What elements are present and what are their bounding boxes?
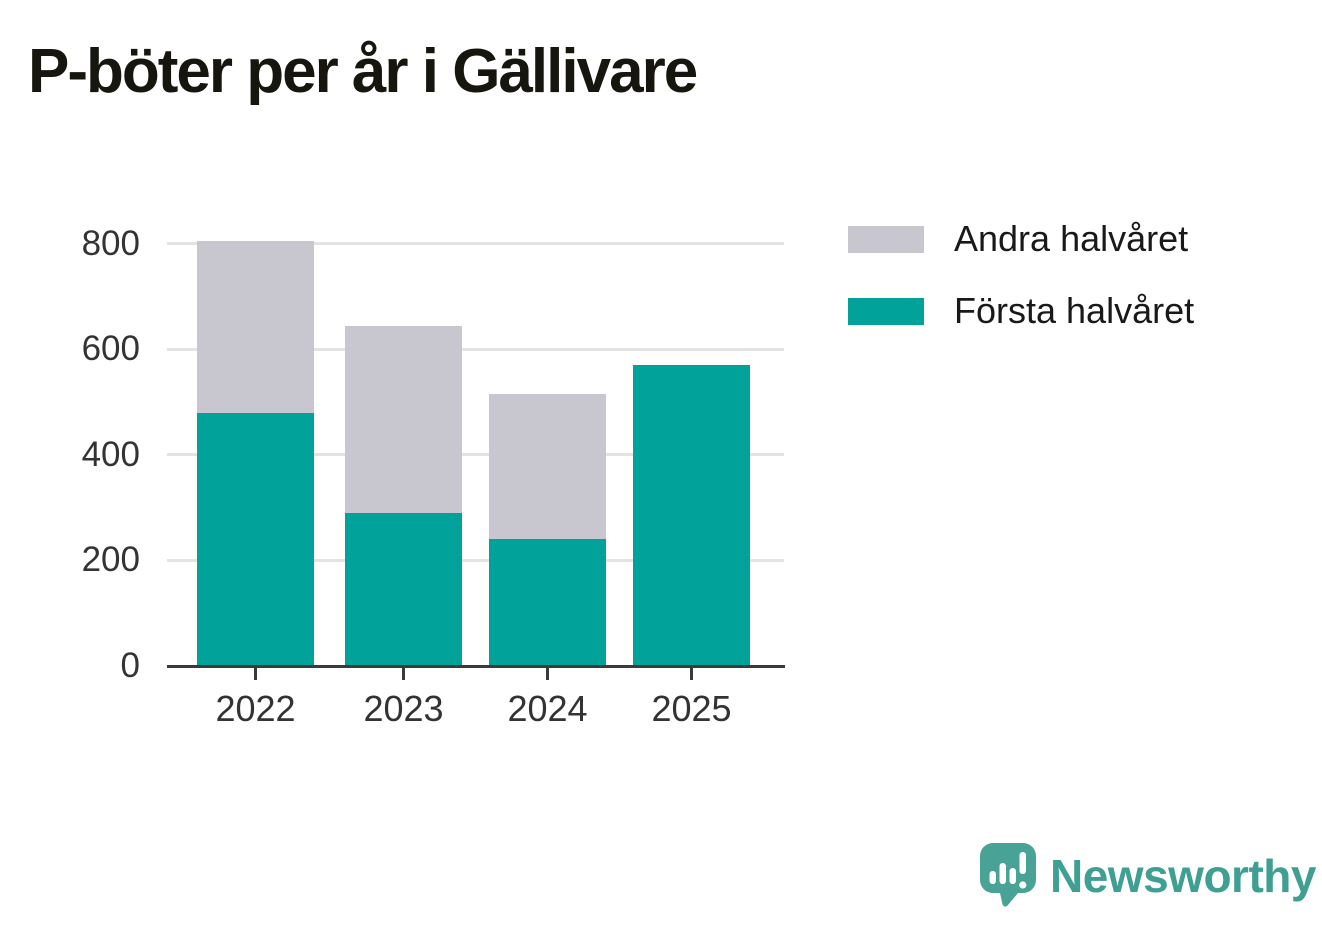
bar-2025: [633, 365, 750, 666]
bar-segment-2023-f-rsta-halv-ret: [345, 512, 462, 666]
x-tick-2025: [690, 666, 693, 680]
bar-segment-2022-f-rsta-halv-ret: [197, 412, 314, 666]
gridline-800: [167, 242, 784, 246]
bar-2022: [197, 241, 314, 666]
legend-item-andra-halvaret: Andra halvåret: [848, 218, 1194, 260]
gridline-200: [167, 558, 784, 562]
newsworthy-branding: Newsworthy: [980, 843, 1316, 909]
chart-title: P-böter per år i Gällivare: [28, 37, 698, 106]
x-tick-2023: [402, 666, 405, 680]
bar-segment-2022-andra-halv-ret: [197, 241, 314, 413]
gridline-400: [167, 453, 784, 457]
x-tick-2024: [546, 666, 549, 680]
bar-segment-2024-andra-halv-ret: [489, 394, 606, 540]
y-axis-tick-labels: 0 200 400 600 800: [55, 140, 140, 683]
y-tick-label-600: 600: [81, 329, 140, 369]
legend: Andra halvåret Första halvåret: [848, 218, 1194, 362]
x-tick-label-2025: 2025: [651, 688, 732, 729]
legend-swatch-forsta-halvaret: [848, 297, 924, 325]
x-tick-label-2023: 2023: [363, 688, 444, 729]
x-tick-2022: [254, 666, 257, 680]
gridline-600: [167, 347, 784, 351]
bar-2024: [489, 394, 606, 666]
bar-segment-2024-f-rsta-halv-ret: [489, 539, 606, 666]
bar-segment-2025-f-rsta-halv-ret: [633, 365, 750, 666]
legend-swatch-andra-halvaret: [848, 225, 924, 253]
bar-2023: [345, 325, 462, 666]
x-tick-label-2022: 2022: [215, 688, 296, 729]
y-tick-label-0: 0: [120, 646, 140, 685]
newsworthy-logo-icon: [980, 843, 1036, 907]
y-tick-label-800: 800: [81, 223, 140, 263]
newsworthy-wordmark: Newsworthy: [1050, 850, 1316, 902]
x-axis-line: [167, 665, 785, 668]
x-tick-label-2024: 2024: [507, 688, 588, 729]
legend-item-forsta-halvaret: Första halvåret: [848, 290, 1194, 332]
legend-label: Andra halvåret: [954, 218, 1189, 259]
y-tick-label-200: 200: [81, 540, 140, 580]
plot-area: 2022 2023 2024 2025: [167, 140, 785, 729]
y-tick-label-400: 400: [81, 434, 140, 474]
legend-label: Första halvåret: [954, 290, 1195, 331]
bar-segment-2023-andra-halv-ret: [345, 325, 462, 513]
